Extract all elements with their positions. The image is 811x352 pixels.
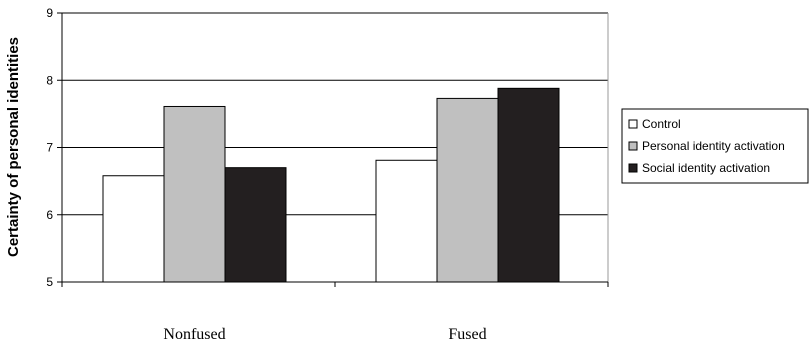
legend-swatch — [628, 119, 638, 129]
x-category-label: Fused — [448, 326, 486, 343]
bar-fused-social-identity-activation — [497, 87, 560, 283]
bar-nonfused-social-identity-activation — [224, 167, 287, 283]
y-tick-label: 5 — [46, 275, 53, 289]
bar-fused-personal-identity-activation — [436, 97, 499, 283]
x-category-label: Nonfused — [163, 326, 225, 343]
y-tick-label: 6 — [46, 208, 53, 222]
legend-label: Social identity activation — [642, 161, 770, 175]
bars — [102, 87, 560, 283]
labels: Nonfused Fused 5 6 7 8 9 — [46, 6, 486, 343]
legend-swatch — [628, 141, 638, 151]
bar-fused-control — [375, 159, 438, 283]
legend-label: Personal identity activation — [642, 139, 785, 153]
y-tick-label: 9 — [46, 6, 53, 20]
bar-nonfused-personal-identity-activation — [163, 105, 226, 283]
axes — [57, 12, 609, 287]
y-tick-label: 7 — [46, 141, 53, 155]
legend-label: Control — [642, 117, 681, 131]
legend-box — [621, 108, 809, 184]
y-tick-label: 8 — [46, 73, 53, 87]
y-axis-title: Certainty of personal identities — [5, 37, 22, 257]
legend-swatch — [628, 163, 638, 173]
legend: Control Personal identity activation Socia… — [621, 108, 809, 184]
bar-nonfused-control — [102, 175, 165, 283]
